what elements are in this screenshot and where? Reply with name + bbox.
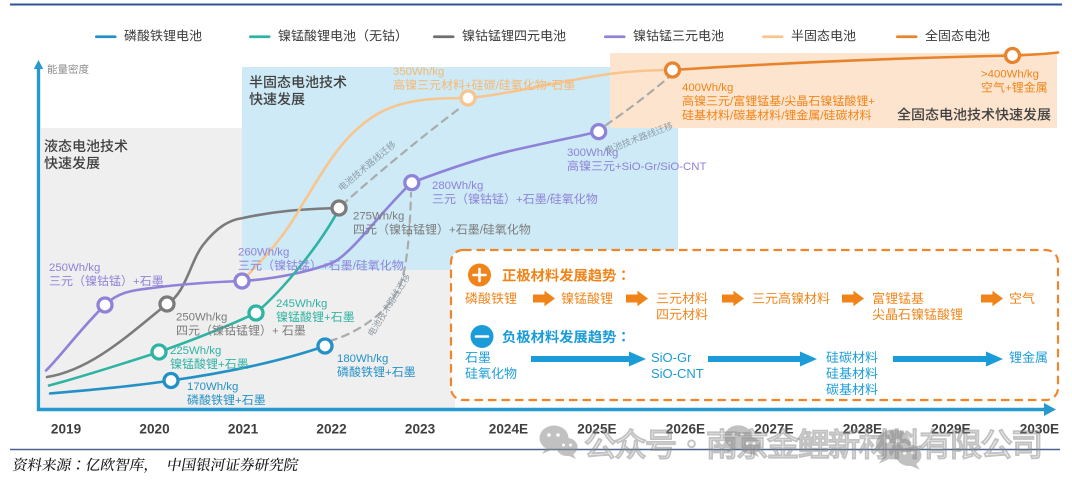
svg-text:+: + (1005, 83, 1012, 95)
svg-text:2026E: 2026E (666, 422, 705, 437)
svg-text:260Wh/kg: 260Wh/kg (238, 247, 289, 259)
svg-text:+: + (868, 96, 875, 108)
svg-text:2020: 2020 (139, 422, 169, 437)
svg-text:245Wh/kg: 245Wh/kg (276, 298, 327, 310)
svg-text:>400Wh/kg: >400Wh/kg (981, 69, 1039, 81)
svg-text:+: + (449, 225, 456, 237)
svg-text:+: + (218, 359, 225, 371)
svg-text:2021: 2021 (228, 422, 259, 437)
svg-text:400Wh/kg: 400Wh/kg (682, 82, 733, 94)
svg-text:2022: 2022 (316, 422, 347, 437)
svg-text:2023: 2023 (405, 422, 436, 437)
svg-text:SiO-Gr: SiO-Gr (651, 350, 692, 365)
svg-text:300Wh/kg: 300Wh/kg (567, 147, 618, 159)
svg-text:+: + (385, 367, 392, 379)
svg-text:280Wh/kg: 280Wh/kg (432, 180, 483, 192)
svg-text:+: + (324, 312, 331, 324)
svg-text:+: + (516, 194, 523, 206)
svg-text:+: + (133, 276, 140, 288)
svg-text:*: * (547, 80, 552, 92)
svg-text:+: + (272, 326, 279, 338)
svg-text:/: / (480, 225, 484, 237)
svg-text:250Wh/kg: 250Wh/kg (176, 312, 227, 324)
svg-text:275Wh/kg: 275Wh/kg (353, 211, 404, 223)
svg-text:2025E: 2025E (577, 422, 616, 437)
svg-text:/: / (781, 96, 785, 108)
svg-text:/: / (496, 80, 500, 92)
svg-text:170Wh/kg: 170Wh/kg (187, 381, 238, 393)
svg-text:+: + (465, 80, 472, 92)
svg-text:/: / (730, 96, 734, 108)
svg-text:/: / (730, 110, 734, 122)
svg-text:350Wh/kg: 350Wh/kg (393, 66, 444, 78)
svg-text:225Wh/kg: 225Wh/kg (170, 345, 221, 357)
svg-text:/: / (820, 110, 824, 122)
svg-text:2024E: 2024E (489, 422, 528, 437)
svg-text:+: + (322, 261, 329, 273)
svg-text:+SiO-Gr/SiO-CNT: +SiO-Gr/SiO-CNT (615, 161, 706, 173)
svg-text:180Wh/kg: 180Wh/kg (337, 353, 388, 365)
svg-text:SiO-CNT: SiO-CNT (651, 366, 704, 381)
svg-text:2019: 2019 (51, 422, 82, 437)
svg-text:/: / (547, 194, 551, 206)
svg-text:/: / (781, 110, 785, 122)
svg-text:+: + (235, 395, 242, 407)
svg-text:250Wh/kg: 250Wh/kg (49, 262, 100, 274)
svg-text:/: / (353, 261, 357, 273)
